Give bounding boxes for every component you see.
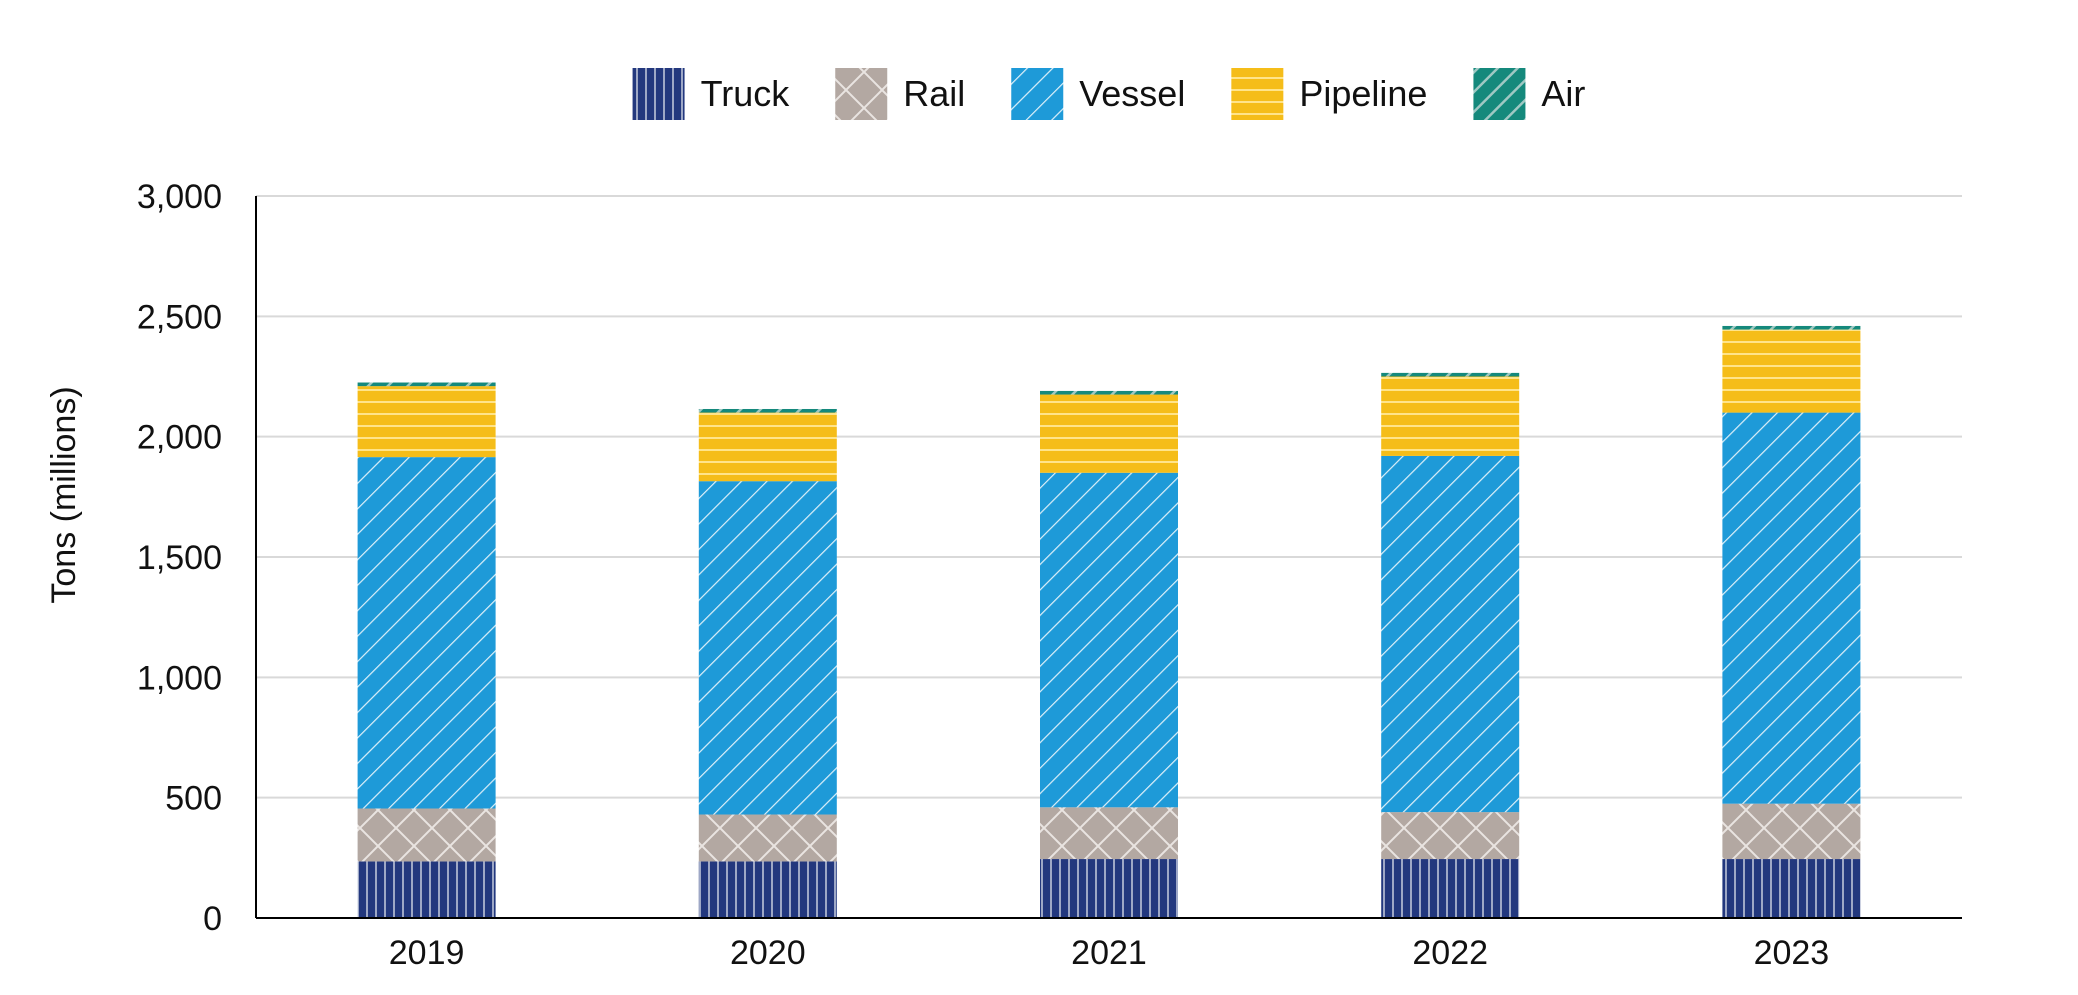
- bar-rail-2019: [358, 808, 496, 861]
- bar-vessel-2021: [1040, 473, 1178, 808]
- legend-swatch-vessel: [1011, 68, 1063, 120]
- bar-truck-2021: [1040, 859, 1178, 918]
- legend-swatch-truck: [633, 68, 685, 120]
- legend-item-truck: Truck: [633, 68, 791, 120]
- legend-label-truck: Truck: [701, 73, 791, 114]
- bar-truck-2023: [1722, 859, 1860, 918]
- x-tick-label-2022: 2022: [1412, 934, 1488, 972]
- bar-vessel-2023: [1722, 413, 1860, 804]
- bar-air-2022: [1381, 373, 1519, 377]
- y-axis-ticks: 0 500 1,000 1,500 2,000 2,500 3,000: [137, 178, 222, 938]
- bar-air-2021: [1040, 391, 1178, 395]
- bar-pipeline-2022: [1381, 377, 1519, 456]
- legend-item-vessel: Vessel: [1011, 68, 1185, 120]
- x-axis-ticks: 2019 2020 2021 2022 2023: [389, 934, 1829, 972]
- y-tick-label-3000: 3,000: [137, 178, 222, 216]
- y-tick-label-1500: 1,500: [137, 539, 222, 577]
- legend-swatch-rail: [835, 68, 887, 120]
- y-tick-label-2500: 2,500: [137, 298, 222, 336]
- y-tick-label-500: 500: [165, 780, 222, 818]
- legend-swatch-air: [1473, 68, 1525, 120]
- bar-pipeline-2020: [699, 413, 837, 482]
- legend-label-vessel: Vessel: [1079, 73, 1185, 114]
- bar-truck-2020: [699, 861, 837, 918]
- legend-item-rail: Rail: [835, 68, 965, 120]
- legend-label-rail: Rail: [903, 73, 965, 114]
- legend-item-air: Air: [1473, 68, 1585, 120]
- bar-vessel-2022: [1381, 456, 1519, 812]
- bar-stack-2023: [1722, 326, 1860, 918]
- x-tick-label-2021: 2021: [1071, 934, 1147, 972]
- chart-legend: Truck Rail Vessel Pipeline Air: [633, 68, 1586, 120]
- bar-stack-2022: [1381, 373, 1519, 918]
- bar-truck-2022: [1381, 859, 1519, 918]
- bar-rail-2020: [699, 815, 837, 862]
- y-tick-label-2000: 2,000: [137, 419, 222, 457]
- legend-item-pipeline: Pipeline: [1231, 68, 1427, 120]
- bar-truck-2019: [358, 861, 496, 918]
- bar-stack-2019: [358, 383, 496, 918]
- bar-pipeline-2021: [1040, 395, 1178, 473]
- bar-stack-2021: [1040, 391, 1178, 918]
- bar-air-2019: [358, 383, 496, 387]
- x-tick-label-2019: 2019: [389, 934, 465, 972]
- bar-rail-2023: [1722, 804, 1860, 859]
- bar-pipeline-2023: [1722, 330, 1860, 413]
- bar-stack-2020: [699, 409, 837, 918]
- y-axis-title: Tons (millions): [45, 386, 83, 603]
- x-tick-label-2020: 2020: [730, 934, 806, 972]
- x-tick-label-2023: 2023: [1754, 934, 1830, 972]
- bar-stacks: [358, 326, 1861, 918]
- bar-rail-2021: [1040, 807, 1178, 859]
- bar-air-2020: [699, 409, 837, 413]
- legend-label-air: Air: [1541, 73, 1585, 114]
- legend-label-pipeline: Pipeline: [1299, 73, 1427, 114]
- bar-vessel-2020: [699, 481, 837, 814]
- bar-vessel-2019: [358, 457, 496, 808]
- bar-rail-2022: [1381, 812, 1519, 859]
- bar-air-2023: [1722, 326, 1860, 330]
- bar-pipeline-2019: [358, 386, 496, 457]
- legend-swatch-pipeline: [1231, 68, 1283, 120]
- y-tick-label-0: 0: [203, 900, 222, 938]
- y-tick-label-1000: 1,000: [137, 659, 222, 697]
